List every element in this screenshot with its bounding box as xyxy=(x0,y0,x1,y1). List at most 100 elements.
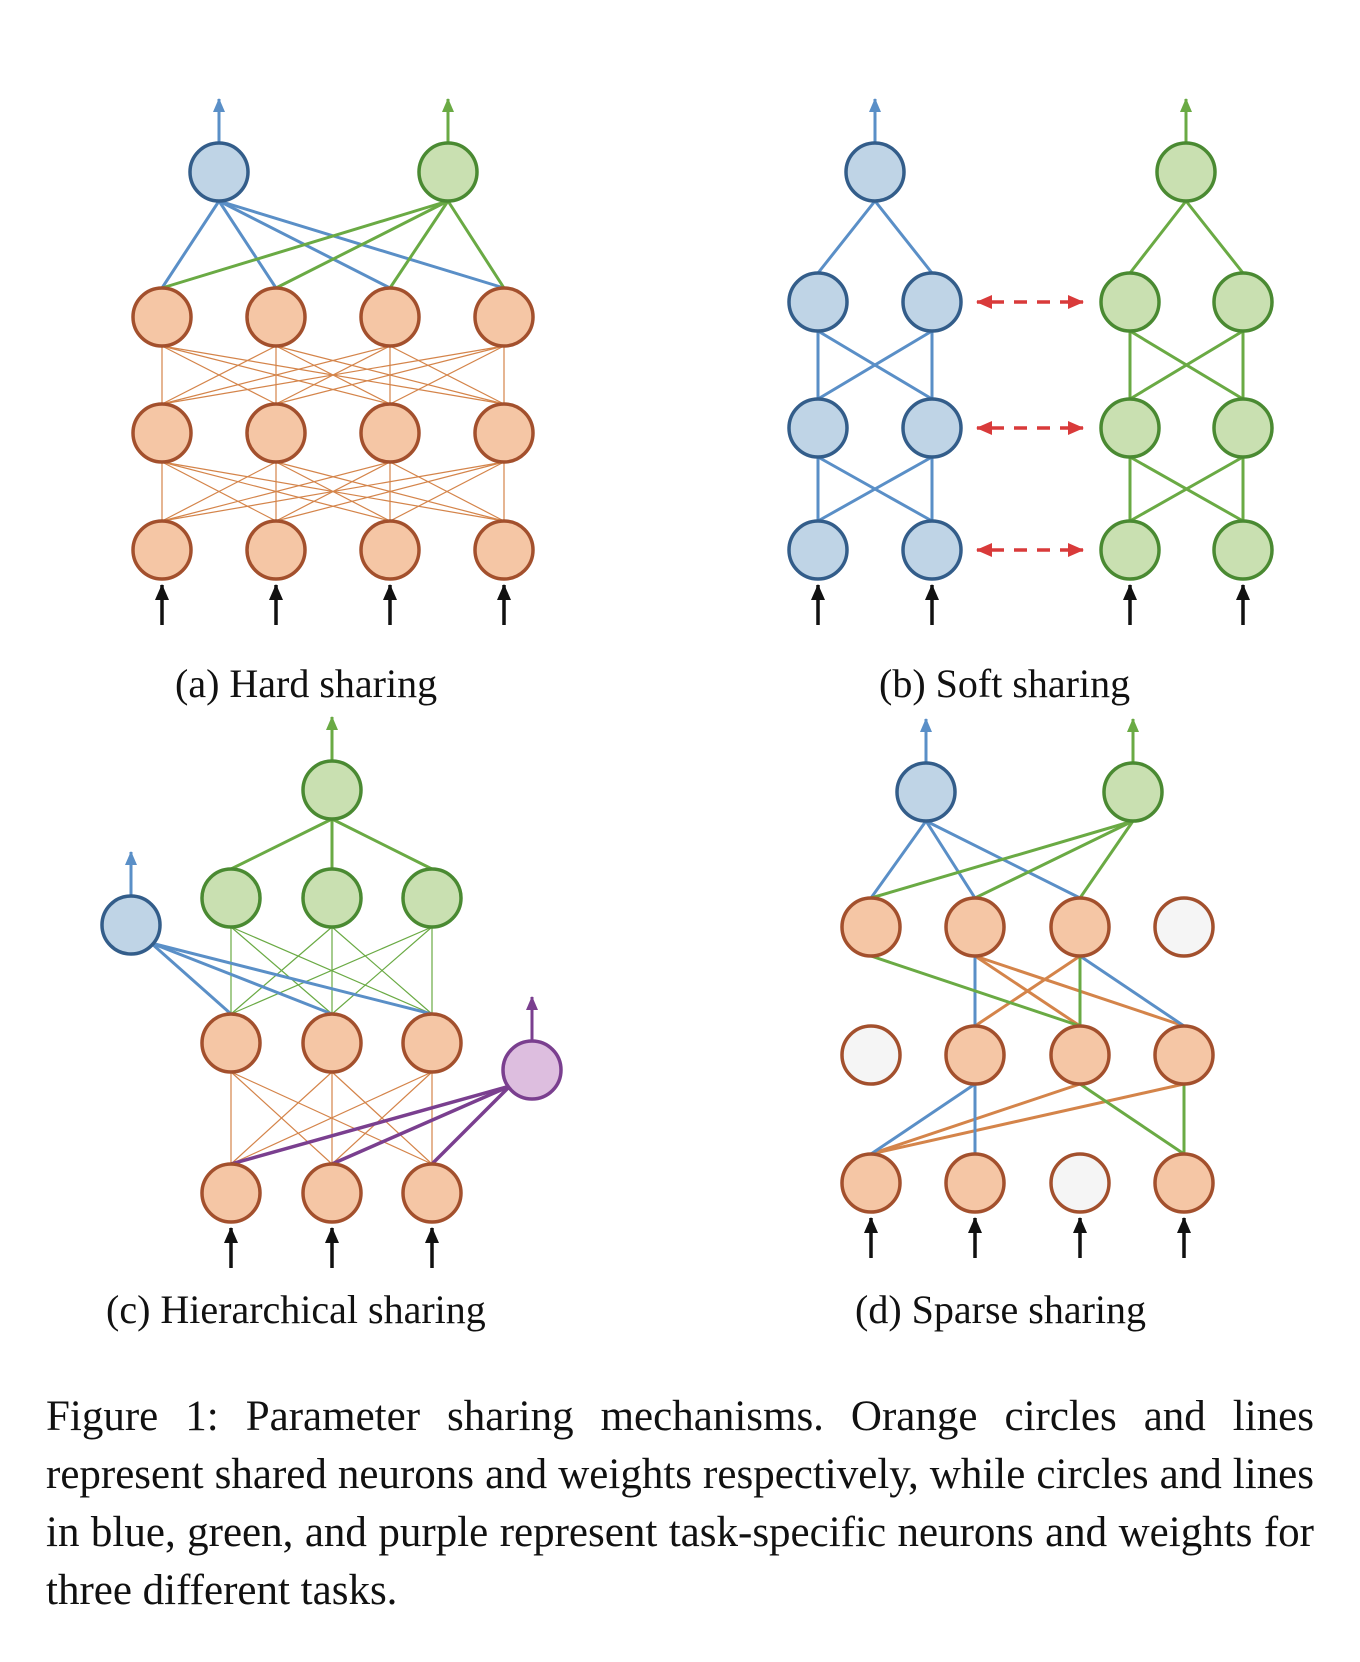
shared-weight xyxy=(389,345,505,405)
shared-weight xyxy=(161,461,505,522)
blue-weight xyxy=(816,329,934,401)
green-weight xyxy=(1128,329,1245,401)
edges-layer xyxy=(149,199,1245,1166)
shared-neuron xyxy=(473,402,535,464)
shared-neuron xyxy=(1153,1024,1215,1086)
task-blue-neuron xyxy=(787,271,849,333)
shared-weight xyxy=(230,1071,433,1165)
green-weight xyxy=(230,926,333,1015)
task-green-neuron xyxy=(301,867,363,929)
task-green-neuron xyxy=(1099,397,1161,459)
green-weight xyxy=(388,199,450,290)
green-weight xyxy=(229,817,334,871)
shared-weight xyxy=(161,461,277,522)
task-blue-output-neuron xyxy=(100,894,162,956)
shared-neuron xyxy=(1049,1024,1111,1086)
shared-neuron xyxy=(473,519,535,581)
blue-weight xyxy=(869,819,928,900)
task-blue-output-neuron xyxy=(188,141,250,203)
shared-neuron xyxy=(944,1152,1006,1214)
task-green-neuron xyxy=(200,867,262,929)
blue-weight xyxy=(160,199,221,290)
subfigure-d-caption: (d) Sparse sharing xyxy=(855,1287,1147,1332)
blue-weight xyxy=(217,199,278,290)
task-blue-neuron xyxy=(901,397,963,459)
shared-neuron xyxy=(1153,1152,1215,1214)
green-weight xyxy=(869,954,1082,1028)
green-weight xyxy=(230,926,433,1015)
green-weight xyxy=(1184,199,1245,275)
shared-weight xyxy=(161,345,505,405)
arrows-layer xyxy=(125,98,1250,1268)
purple-weight xyxy=(430,1084,512,1166)
blue-weight xyxy=(873,199,934,275)
neurons-layer xyxy=(100,141,1274,1224)
subfigure-c-caption: (c) Hierarchical sharing xyxy=(106,1287,486,1332)
green-weight xyxy=(330,817,434,871)
green-weight xyxy=(331,926,433,1015)
shared-neuron xyxy=(401,1012,463,1074)
purple-weight xyxy=(330,1084,512,1166)
task-green-output-neuron xyxy=(1102,761,1164,823)
purple-weight xyxy=(229,1084,512,1166)
blue-weight xyxy=(149,941,434,1016)
green-weight xyxy=(274,199,450,290)
shared-weight xyxy=(973,954,1082,1028)
inactive-neuron xyxy=(1153,896,1215,958)
task-green-neuron xyxy=(401,867,463,929)
green-weight xyxy=(1128,455,1245,523)
blue-weight xyxy=(816,455,934,523)
shared-weight xyxy=(331,1071,433,1165)
shared-neuron xyxy=(401,1162,463,1224)
task-purple-output-neuron xyxy=(501,1039,563,1101)
task-green-neuron xyxy=(1212,519,1274,581)
green-weight xyxy=(1078,1082,1186,1156)
inactive-neuron xyxy=(840,1024,902,1086)
shared-weight xyxy=(230,1071,333,1165)
green-weight xyxy=(1078,819,1135,900)
task-blue-neuron xyxy=(787,519,849,581)
subfigure-a-caption: (a) Hard sharing xyxy=(175,661,438,706)
task-green-output-neuron xyxy=(1155,141,1217,203)
task-blue-output-neuron xyxy=(844,141,906,203)
task-green-neuron xyxy=(1099,519,1161,581)
shared-neuron xyxy=(359,519,421,581)
shared-neuron xyxy=(245,519,307,581)
green-weight xyxy=(1128,199,1188,275)
shared-neuron xyxy=(301,1162,363,1224)
shared-neuron xyxy=(944,1024,1006,1086)
task-green-neuron xyxy=(1099,271,1161,333)
parameter-sharing-diagram xyxy=(100,98,1274,1268)
shared-neuron xyxy=(1049,896,1111,958)
shared-neuron xyxy=(200,1012,262,1074)
task-green-output-neuron xyxy=(301,759,363,821)
inactive-neuron xyxy=(1049,1152,1111,1214)
blue-weight xyxy=(869,1082,977,1156)
green-weight xyxy=(973,819,1135,900)
shared-weight xyxy=(275,345,505,405)
shared-neuron xyxy=(131,286,193,348)
blue-weight xyxy=(816,199,877,275)
shared-neuron xyxy=(840,896,902,958)
green-weight xyxy=(160,199,450,290)
blue-weight xyxy=(924,819,977,900)
task-blue-output-neuron xyxy=(895,761,957,823)
shared-neuron xyxy=(359,286,421,348)
shared-neuron xyxy=(840,1152,902,1214)
shared-neuron xyxy=(301,1012,363,1074)
shared-neuron xyxy=(245,402,307,464)
task-green-neuron xyxy=(1212,271,1274,333)
shared-neuron xyxy=(359,402,421,464)
shared-weight xyxy=(275,461,505,522)
task-green-neuron xyxy=(1212,397,1274,459)
green-weight xyxy=(869,819,1135,900)
task-blue-neuron xyxy=(901,271,963,333)
blue-weight xyxy=(149,941,334,1016)
shared-weight xyxy=(869,1082,1186,1156)
task-blue-neuron xyxy=(787,397,849,459)
figure-caption: Figure 1: Parameter sharing mechanisms. … xyxy=(46,1393,1314,1614)
shared-weight xyxy=(389,461,505,522)
shared-neuron xyxy=(944,896,1006,958)
green-weight xyxy=(446,199,506,290)
shared-weight xyxy=(161,461,391,522)
